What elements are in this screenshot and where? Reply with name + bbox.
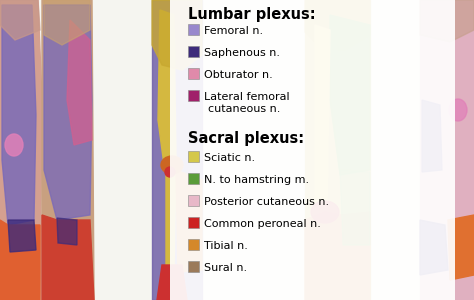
Polygon shape — [42, 215, 94, 300]
Polygon shape — [330, 15, 370, 175]
Bar — [170, 0, 455, 300]
Polygon shape — [158, 10, 176, 165]
Ellipse shape — [449, 99, 467, 121]
Polygon shape — [67, 20, 92, 145]
Polygon shape — [340, 170, 370, 245]
Ellipse shape — [161, 156, 183, 174]
Polygon shape — [42, 0, 94, 300]
Polygon shape — [152, 0, 202, 300]
Text: Posterior cutaneous n.: Posterior cutaneous n. — [204, 197, 329, 207]
Bar — [188, 46, 199, 57]
Text: Sciatic n.: Sciatic n. — [204, 153, 255, 163]
Text: cutaneous n.: cutaneous n. — [208, 104, 281, 114]
Text: Obturator n.: Obturator n. — [204, 70, 273, 80]
Ellipse shape — [165, 167, 175, 177]
Bar — [188, 173, 199, 184]
Polygon shape — [2, 5, 36, 225]
Polygon shape — [57, 218, 77, 245]
Polygon shape — [166, 165, 176, 272]
Polygon shape — [420, 220, 448, 275]
Text: Lumbar plexus:: Lumbar plexus: — [188, 7, 316, 22]
Bar — [188, 151, 199, 162]
Polygon shape — [157, 265, 187, 300]
Text: N. to hamstring m.: N. to hamstring m. — [204, 175, 309, 185]
Polygon shape — [305, 212, 370, 300]
Polygon shape — [305, 0, 370, 300]
Polygon shape — [176, 170, 202, 272]
Polygon shape — [422, 100, 442, 172]
Text: Common peroneal n.: Common peroneal n. — [204, 219, 321, 229]
Polygon shape — [152, 0, 202, 70]
Text: Femoral n.: Femoral n. — [204, 26, 263, 36]
Polygon shape — [44, 5, 92, 220]
Polygon shape — [315, 25, 330, 215]
Polygon shape — [305, 0, 370, 50]
Polygon shape — [448, 215, 474, 280]
Text: Tibial n.: Tibial n. — [204, 241, 248, 251]
Bar — [188, 217, 199, 228]
Polygon shape — [8, 220, 36, 252]
Text: Lateral femoral: Lateral femoral — [204, 92, 290, 102]
Ellipse shape — [311, 201, 339, 223]
Bar — [188, 90, 199, 101]
Text: Sural n.: Sural n. — [204, 263, 247, 273]
Polygon shape — [0, 0, 42, 300]
Bar — [188, 68, 199, 79]
Polygon shape — [420, 0, 474, 300]
Bar — [188, 261, 199, 272]
Polygon shape — [0, 0, 40, 40]
Polygon shape — [44, 0, 90, 45]
Polygon shape — [420, 0, 474, 42]
Bar — [188, 195, 199, 206]
Text: Sacral plexus:: Sacral plexus: — [188, 131, 304, 146]
Bar — [188, 24, 199, 35]
Polygon shape — [0, 220, 40, 300]
Ellipse shape — [5, 134, 23, 156]
Text: Saphenous n.: Saphenous n. — [204, 48, 280, 58]
Bar — [188, 239, 199, 250]
